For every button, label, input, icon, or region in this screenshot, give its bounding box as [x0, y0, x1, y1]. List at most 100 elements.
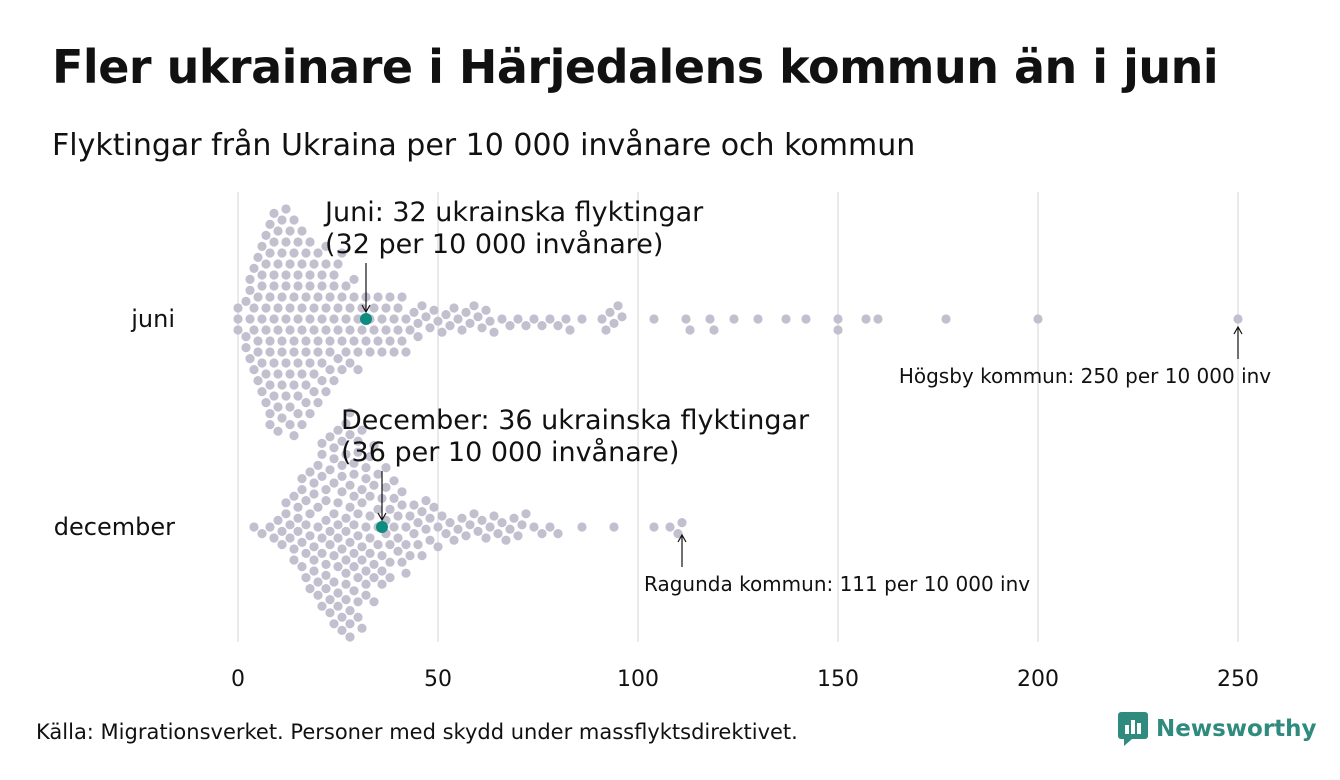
data-point	[353, 597, 363, 607]
data-point	[305, 270, 315, 280]
data-point	[297, 474, 307, 484]
outlier-arrowhead	[677, 533, 687, 543]
data-point	[429, 502, 439, 512]
data-point	[337, 544, 347, 554]
data-point	[421, 524, 431, 534]
data-point	[317, 601, 327, 611]
data-point	[281, 270, 291, 280]
data-point	[537, 529, 547, 539]
data-point	[341, 347, 351, 357]
data-point	[309, 259, 319, 269]
data-point	[469, 301, 479, 311]
data-point	[417, 507, 427, 517]
highlight-point	[360, 313, 372, 325]
data-point	[253, 252, 263, 262]
data-point	[409, 529, 419, 539]
data-point	[321, 496, 331, 506]
data-point	[377, 566, 387, 576]
data-point	[385, 292, 395, 302]
data-point	[325, 432, 335, 442]
data-point	[1233, 314, 1243, 324]
data-point	[609, 522, 619, 532]
data-point	[321, 485, 331, 495]
data-point	[333, 303, 343, 313]
data-point	[577, 522, 587, 532]
data-point	[293, 526, 303, 537]
data-point	[369, 597, 379, 607]
data-point	[297, 562, 307, 572]
data-point	[317, 471, 327, 481]
data-point	[377, 347, 387, 357]
data-point	[397, 336, 407, 346]
data-point	[365, 533, 375, 543]
data-point	[353, 314, 363, 324]
data-point	[249, 263, 259, 273]
data-point	[277, 413, 287, 423]
data-point	[565, 325, 575, 335]
data-point	[289, 431, 299, 441]
data-point	[333, 520, 343, 530]
data-point	[353, 509, 363, 519]
data-point	[301, 496, 311, 506]
highlight-label-line1: Juni: 32 ukrainska flyktingar	[323, 197, 704, 228]
data-point	[325, 336, 335, 346]
outlier-arrowhead	[1233, 325, 1243, 335]
data-point	[649, 314, 659, 324]
data-point	[393, 303, 403, 313]
newsworthy-logo: Newsworthy	[1118, 712, 1317, 746]
data-point	[281, 314, 291, 324]
data-point	[265, 292, 275, 302]
data-point	[329, 443, 339, 453]
data-point	[285, 325, 295, 335]
data-point	[345, 325, 355, 335]
data-point	[513, 531, 523, 541]
data-point	[261, 303, 271, 313]
data-point	[289, 380, 299, 390]
data-point	[345, 632, 355, 642]
data-point	[553, 321, 563, 331]
data-point	[553, 529, 563, 539]
newsworthy-logo-icon	[1118, 712, 1148, 746]
data-point	[469, 509, 479, 519]
data-point	[357, 555, 367, 565]
data-point	[285, 420, 295, 430]
data-point	[341, 568, 351, 578]
data-point	[297, 537, 307, 548]
data-point	[401, 347, 411, 357]
data-point	[257, 270, 267, 280]
data-point	[301, 398, 311, 408]
chart-subtitle: Flyktingar från Ukraina per 10 000 invån…	[52, 128, 916, 163]
data-point	[873, 314, 883, 324]
data-point	[373, 504, 383, 514]
data-point	[265, 219, 275, 229]
data-point	[321, 325, 331, 335]
data-point	[337, 365, 347, 375]
data-point	[381, 482, 391, 492]
data-point	[381, 325, 391, 335]
data-point	[313, 248, 323, 258]
data-point	[257, 281, 267, 291]
data-point	[337, 336, 347, 346]
data-point	[281, 281, 291, 291]
data-point	[489, 511, 499, 521]
data-point	[389, 522, 399, 532]
data-point	[477, 515, 487, 526]
data-point	[481, 533, 491, 543]
data-point	[309, 478, 319, 488]
data-point	[253, 347, 263, 357]
data-point	[305, 281, 315, 291]
data-point	[325, 292, 335, 302]
data-point	[329, 281, 339, 291]
data-point	[517, 520, 527, 530]
highlight-point	[376, 521, 388, 533]
data-point	[317, 438, 327, 448]
data-point	[561, 314, 571, 324]
data-point	[333, 498, 343, 508]
data-point	[609, 318, 619, 328]
data-point	[325, 608, 335, 618]
data-point	[361, 463, 371, 473]
data-point	[365, 491, 375, 501]
data-point	[285, 369, 295, 379]
data-point	[245, 314, 255, 324]
data-point	[325, 365, 335, 375]
